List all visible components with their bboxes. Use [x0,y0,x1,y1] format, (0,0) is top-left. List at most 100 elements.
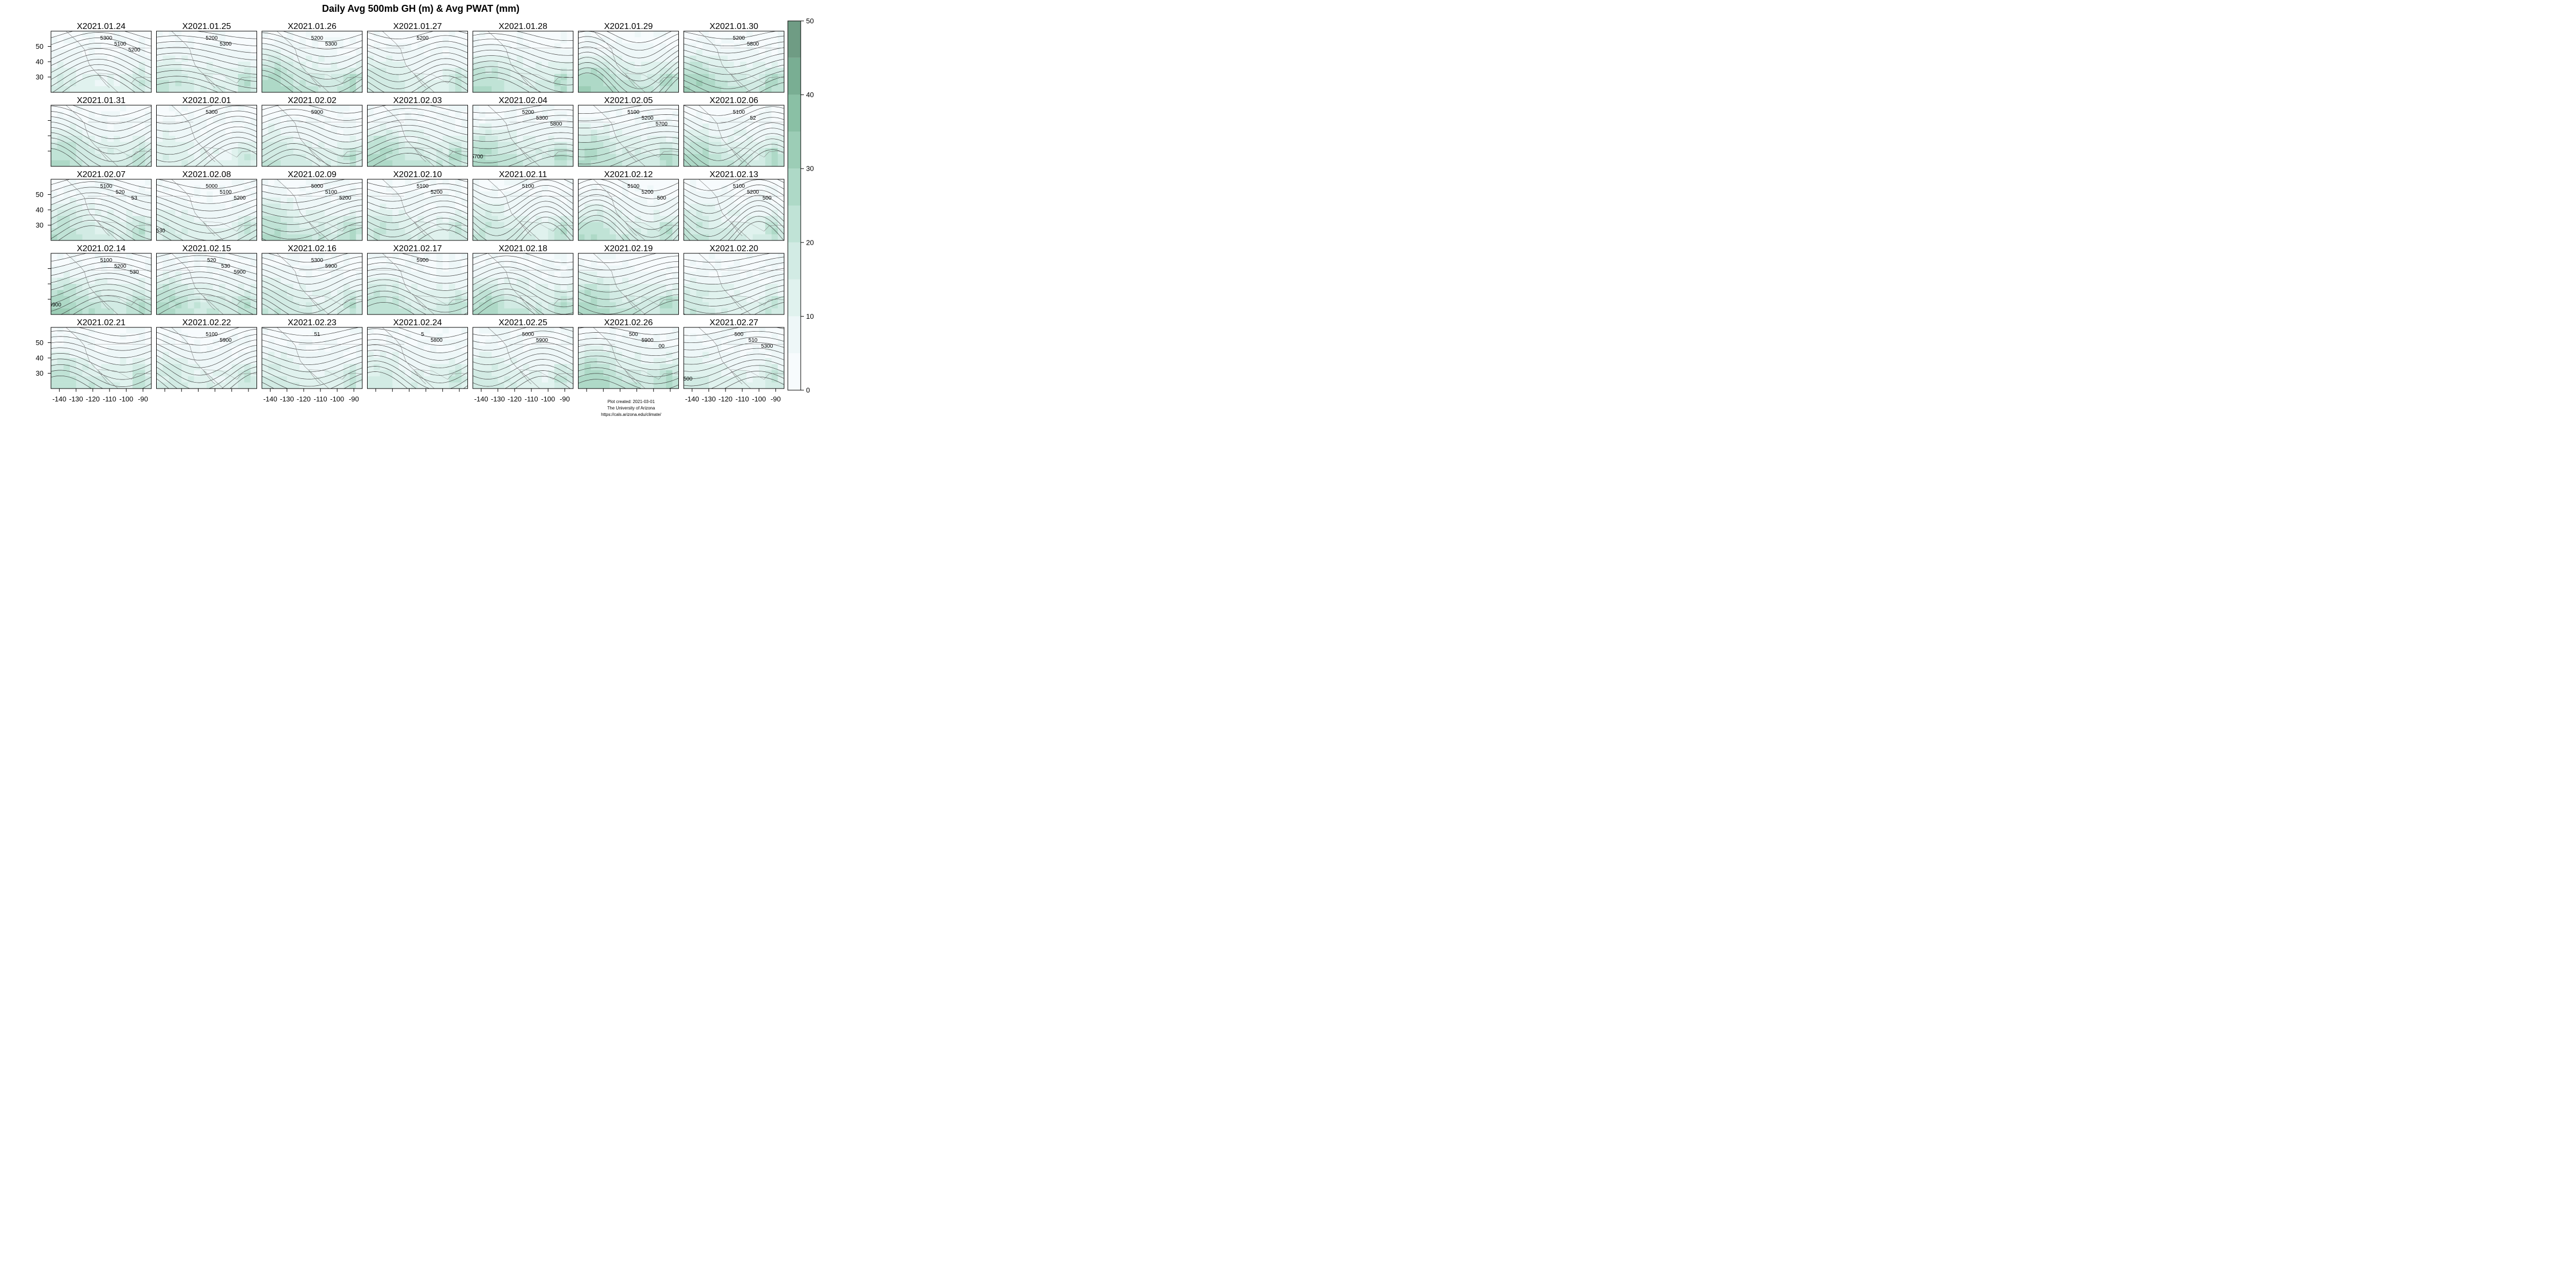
x-tick-label: -100 [330,395,344,403]
contour-label: 5900 [311,109,324,115]
coastline [578,105,679,166]
gh-contours [578,253,679,314]
map-panel: X2021.01.28 [472,22,574,93]
gh-contours [367,327,468,389]
x-tick-label: -90 [560,395,570,403]
panel-title: X2021.01.29 [604,22,653,31]
pwat-field [262,327,362,389]
gh-contours [51,253,151,314]
contour-label: 5100 [733,184,745,189]
panel-title: X2021.02.04 [499,96,547,105]
map-panel: 5 5800 X2021.02.24 [367,318,468,392]
pwat-field [51,253,151,314]
colorbar-tick-label: 30 [806,165,814,173]
coastline [487,253,573,314]
contour-label: 5200 [430,189,443,195]
chart: Daily Avg 500mb GH (m) & Avg PWAT (mm) 5… [36,3,814,417]
gh-contours [51,179,151,240]
contour-label: 5200 [206,35,218,41]
x-tick-label: -140 [264,395,277,403]
contour-label: 5100 [100,258,113,264]
panel-title: X2021.02.17 [393,244,442,253]
pwat-field [578,327,679,389]
pwat-field [367,253,468,314]
contour-label: 5300 [219,41,232,47]
pwat-field [156,179,257,240]
contour-label: 5200 [416,35,429,41]
contour-label: 5200 [733,35,745,41]
panel-title: X2021.02.06 [709,96,758,105]
gh-contours [473,253,573,314]
gh-contours [473,179,573,240]
coastline [367,179,468,240]
map-panel: X2021.02.21 30 40 50 -140 -130 -120 -110 -100 -90 [36,318,152,403]
coastline [156,253,257,314]
gh-contours [51,327,151,389]
colorbar-bin [788,353,801,390]
gh-contours [367,105,468,166]
contour-label: 52 [750,115,756,121]
x-tick-label: -90 [349,395,359,403]
colorbar-bin [788,206,801,243]
map-panel: X2021.01.31 [48,96,152,167]
panel-title: X2021.01.28 [499,22,547,31]
panel-frame [472,105,574,167]
pwat-field [578,253,679,314]
coastline [156,327,257,389]
contour-label: 510 [749,338,758,343]
panel-title: X2021.02.27 [709,318,758,327]
contour-label: 5200 [339,195,352,201]
colorbar-tick-label: 0 [806,386,810,394]
panel-title: X2021.02.03 [393,96,442,105]
panel-title: X2021.02.01 [182,96,231,105]
panel-frame [156,31,257,93]
x-tick-label: -120 [297,395,311,403]
coastline [65,253,151,314]
panel-frame [261,31,363,93]
contour-label: 5 [421,332,425,338]
gh-contours [367,253,468,314]
contour-label: 5000 [311,184,324,189]
coastline [276,327,362,389]
panel-title: X2021.02.10 [393,170,442,179]
contour-label: 500 [734,332,743,338]
panel-frame [578,105,679,167]
coastline [276,179,362,240]
contour-label: 5000 [522,332,535,338]
contour-label: 5900 [416,258,429,264]
panel-title: X2021.02.05 [604,96,653,105]
x-tick-label: -110 [103,395,116,403]
contour-label: 5100 [114,41,127,47]
x-tick-label: -140 [685,395,699,403]
pwat-field [262,179,362,240]
coastline [578,179,679,240]
y-tick-label: 50 [36,191,43,199]
colorbar-bin [788,21,801,58]
credit-block: Plot created: 2021-03-01 The University … [601,399,662,417]
colorbar: 0 10 20 30 40 50 [787,17,814,394]
contour-label: 5200 [641,189,654,195]
coastline [698,105,784,166]
contour-label: 5300 [761,343,773,349]
panel-title: X2021.01.31 [77,96,126,105]
pwat-field [684,327,784,389]
pwat-field [367,179,468,240]
pwat-field [51,179,151,240]
gh-contours [262,31,362,92]
gh-contours [684,253,784,314]
panel-frame [261,327,363,389]
contour-label: 500 [683,376,692,382]
gh-contours [473,31,573,92]
map-panel: 5100 X2021.02.11 [472,170,574,241]
coastline [156,179,257,240]
y-tick-label: 30 [36,369,43,377]
coastline [578,253,679,314]
